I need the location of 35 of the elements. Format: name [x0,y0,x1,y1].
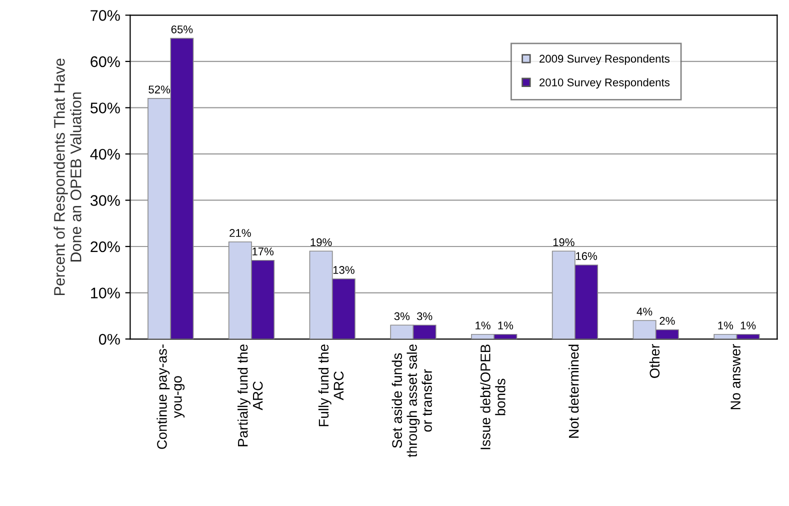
x-tick-label: Issue debt/OPEB bonds [480,344,506,450]
data-label: 1% [718,322,734,330]
x-tick-label: Fully fund the ARC [318,344,344,426]
data-label: 1% [740,322,756,330]
x-tick-label: Continue pay-as- you-go [156,344,185,449]
data-label: 19% [553,238,574,246]
x-tick-label: Set aside funds through asset sale or transfer [392,344,432,458]
y-tick-label: 50% [90,102,120,114]
data-label: 4% [636,308,652,316]
x-tick-label: Partially fund the ARC [238,344,263,446]
x-tick-label: No answer [730,344,740,410]
y-axis-title: Percent of Respondents That Have Done an OPEB Valuation [54,58,82,296]
data-label: 17% [252,248,274,256]
y-tick-label: 40% [90,148,120,160]
y-tick-label: 10% [91,288,120,298]
legend-label: 2009 Survey Respondents [540,54,670,65]
data-label: 1% [498,322,514,330]
data-label: 52% [148,86,170,94]
data-label: 13% [333,266,354,274]
y-tick-label: 30% [90,195,120,206]
data-label: 65% [171,25,193,34]
y-tick-label: 70% [90,10,120,21]
data-label: 19% [310,238,332,246]
data-label: 3% [394,312,410,320]
legend-label: 2010 Survey Respondents [540,78,670,89]
data-label: 2% [660,316,675,325]
y-tick-label: 60% [90,56,120,68]
data-label: 3% [416,312,432,320]
data-label: 1% [476,322,490,330]
x-tick-label: Other [649,344,660,378]
data-label: 16% [576,252,598,260]
y-tick-label: 0% [98,334,120,345]
data-label: 21% [230,229,251,237]
y-tick-label: 20% [90,241,120,252]
x-tick-label: Not determined [568,344,579,438]
